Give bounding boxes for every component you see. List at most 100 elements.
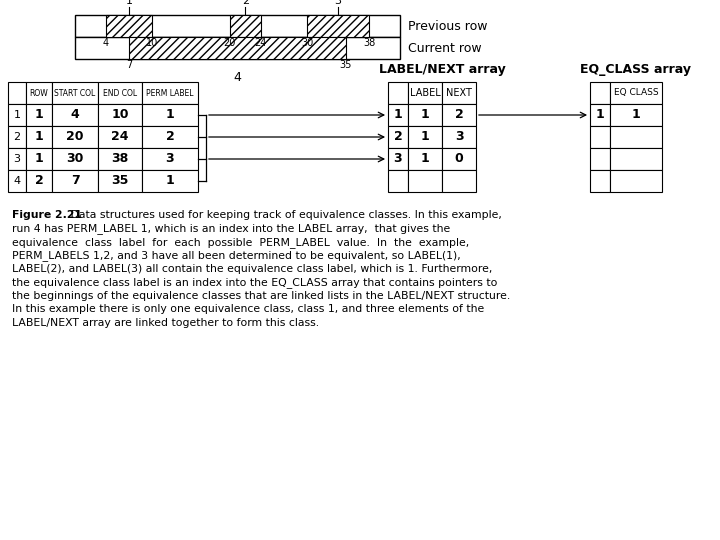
Bar [610, 82, 662, 104]
Bar [26, 82, 52, 104]
Text: 10: 10 [146, 38, 158, 48]
Bar [590, 126, 610, 148]
Text: Previous row: Previous row [408, 19, 487, 32]
Text: 35: 35 [340, 60, 352, 70]
Bar [142, 148, 198, 170]
Bar [142, 104, 198, 126]
Text: EQ_CLASS array: EQ_CLASS array [580, 63, 691, 76]
Text: 30: 30 [301, 38, 313, 48]
Text: 3: 3 [455, 131, 463, 144]
Text: LABEL/NEXT array are linked together to form this class.: LABEL/NEXT array are linked together to … [12, 318, 319, 328]
Bar [408, 126, 442, 148]
Text: 30: 30 [66, 152, 84, 165]
Bar [75, 15, 400, 37]
Bar [52, 126, 98, 148]
Text: Data structures used for keeping track of equivalence classes. In this example,: Data structures used for keeping track o… [67, 210, 502, 220]
Bar [26, 104, 52, 126]
Text: 1: 1 [14, 110, 20, 120]
Bar [408, 104, 442, 126]
Text: 20: 20 [224, 38, 236, 48]
Text: 2: 2 [35, 174, 43, 187]
Bar [590, 170, 610, 192]
Bar [52, 148, 98, 170]
Text: Current row: Current row [408, 42, 482, 55]
Bar [230, 15, 261, 37]
Text: PERM_LABELS 1,2, and 3 have all been determined to be equivalent, so LABEL(1),: PERM_LABELS 1,2, and 3 have all been det… [12, 251, 461, 261]
Bar [142, 126, 198, 148]
Text: LABEL/NEXT array: LABEL/NEXT array [379, 63, 505, 76]
Text: 3: 3 [166, 152, 174, 165]
Bar [442, 126, 476, 148]
Bar [52, 170, 98, 192]
Text: the beginnings of the equivalence classes that are linked lists in the LABEL/NEX: the beginnings of the equivalence classe… [12, 291, 510, 301]
Text: 1: 1 [420, 131, 429, 144]
Bar [8, 126, 26, 148]
Bar [307, 15, 369, 37]
Bar [52, 104, 98, 126]
Text: 10: 10 [112, 109, 129, 122]
Bar [388, 82, 408, 104]
Text: 1: 1 [420, 109, 429, 122]
Text: 1: 1 [631, 109, 640, 122]
Text: 3: 3 [14, 154, 20, 164]
Text: 1: 1 [166, 174, 174, 187]
Bar [142, 82, 198, 104]
Text: LABEL: LABEL [410, 88, 441, 98]
Text: 4: 4 [103, 38, 109, 48]
Bar [590, 82, 610, 104]
Text: 1: 1 [35, 131, 43, 144]
Text: 1: 1 [420, 152, 429, 165]
Bar [26, 170, 52, 192]
Text: 7: 7 [71, 174, 79, 187]
Text: 24: 24 [255, 38, 267, 48]
Text: the equivalence class label is an index into the EQ_CLASS array that contains po: the equivalence class label is an index … [12, 278, 498, 288]
Text: equivalence  class  label  for  each  possible  PERM_LABEL  value.  In  the  exa: equivalence class label for each possibl… [12, 237, 469, 248]
Text: 20: 20 [66, 131, 84, 144]
Bar [98, 126, 142, 148]
Text: 1: 1 [126, 0, 132, 6]
Bar [142, 170, 198, 192]
Bar [26, 148, 52, 170]
Text: 38: 38 [112, 152, 129, 165]
Text: 4: 4 [71, 109, 79, 122]
Text: 24: 24 [112, 131, 129, 144]
Bar [610, 148, 662, 170]
Bar [388, 126, 408, 148]
Bar [52, 82, 98, 104]
Text: PERM LABEL: PERM LABEL [146, 89, 194, 98]
Text: 4: 4 [14, 176, 21, 186]
Text: 1: 1 [394, 109, 402, 122]
Text: 1: 1 [595, 109, 604, 122]
Text: ROW: ROW [30, 89, 48, 98]
Text: 2: 2 [242, 0, 249, 6]
Bar [106, 15, 153, 37]
Text: 1: 1 [166, 109, 174, 122]
Text: END COL: END COL [103, 89, 137, 98]
Text: run 4 has PERM_LABEL 1, which is an index into the LABEL array,  that gives the: run 4 has PERM_LABEL 1, which is an inde… [12, 224, 450, 234]
Text: Figure 2.21: Figure 2.21 [12, 210, 82, 220]
Bar [8, 104, 26, 126]
Bar [129, 37, 346, 59]
Text: 0: 0 [454, 152, 464, 165]
Text: 2: 2 [166, 131, 174, 144]
Text: 2: 2 [454, 109, 464, 122]
Bar [388, 104, 408, 126]
Bar [98, 82, 142, 104]
Bar [408, 170, 442, 192]
Text: In this example there is only one equivalence class, class 1, and three elements: In this example there is only one equiva… [12, 305, 485, 314]
Bar [98, 148, 142, 170]
Text: EQ CLASS: EQ CLASS [613, 89, 658, 98]
Bar [388, 148, 408, 170]
Text: 1: 1 [35, 109, 43, 122]
Text: START COL: START COL [55, 89, 96, 98]
Bar [442, 170, 476, 192]
Text: 38: 38 [363, 38, 375, 48]
Bar [8, 148, 26, 170]
Text: 2: 2 [394, 131, 402, 144]
Text: 1: 1 [35, 152, 43, 165]
Bar [8, 82, 26, 104]
Bar [26, 126, 52, 148]
Bar [610, 104, 662, 126]
Bar [98, 170, 142, 192]
Text: 35: 35 [112, 174, 129, 187]
